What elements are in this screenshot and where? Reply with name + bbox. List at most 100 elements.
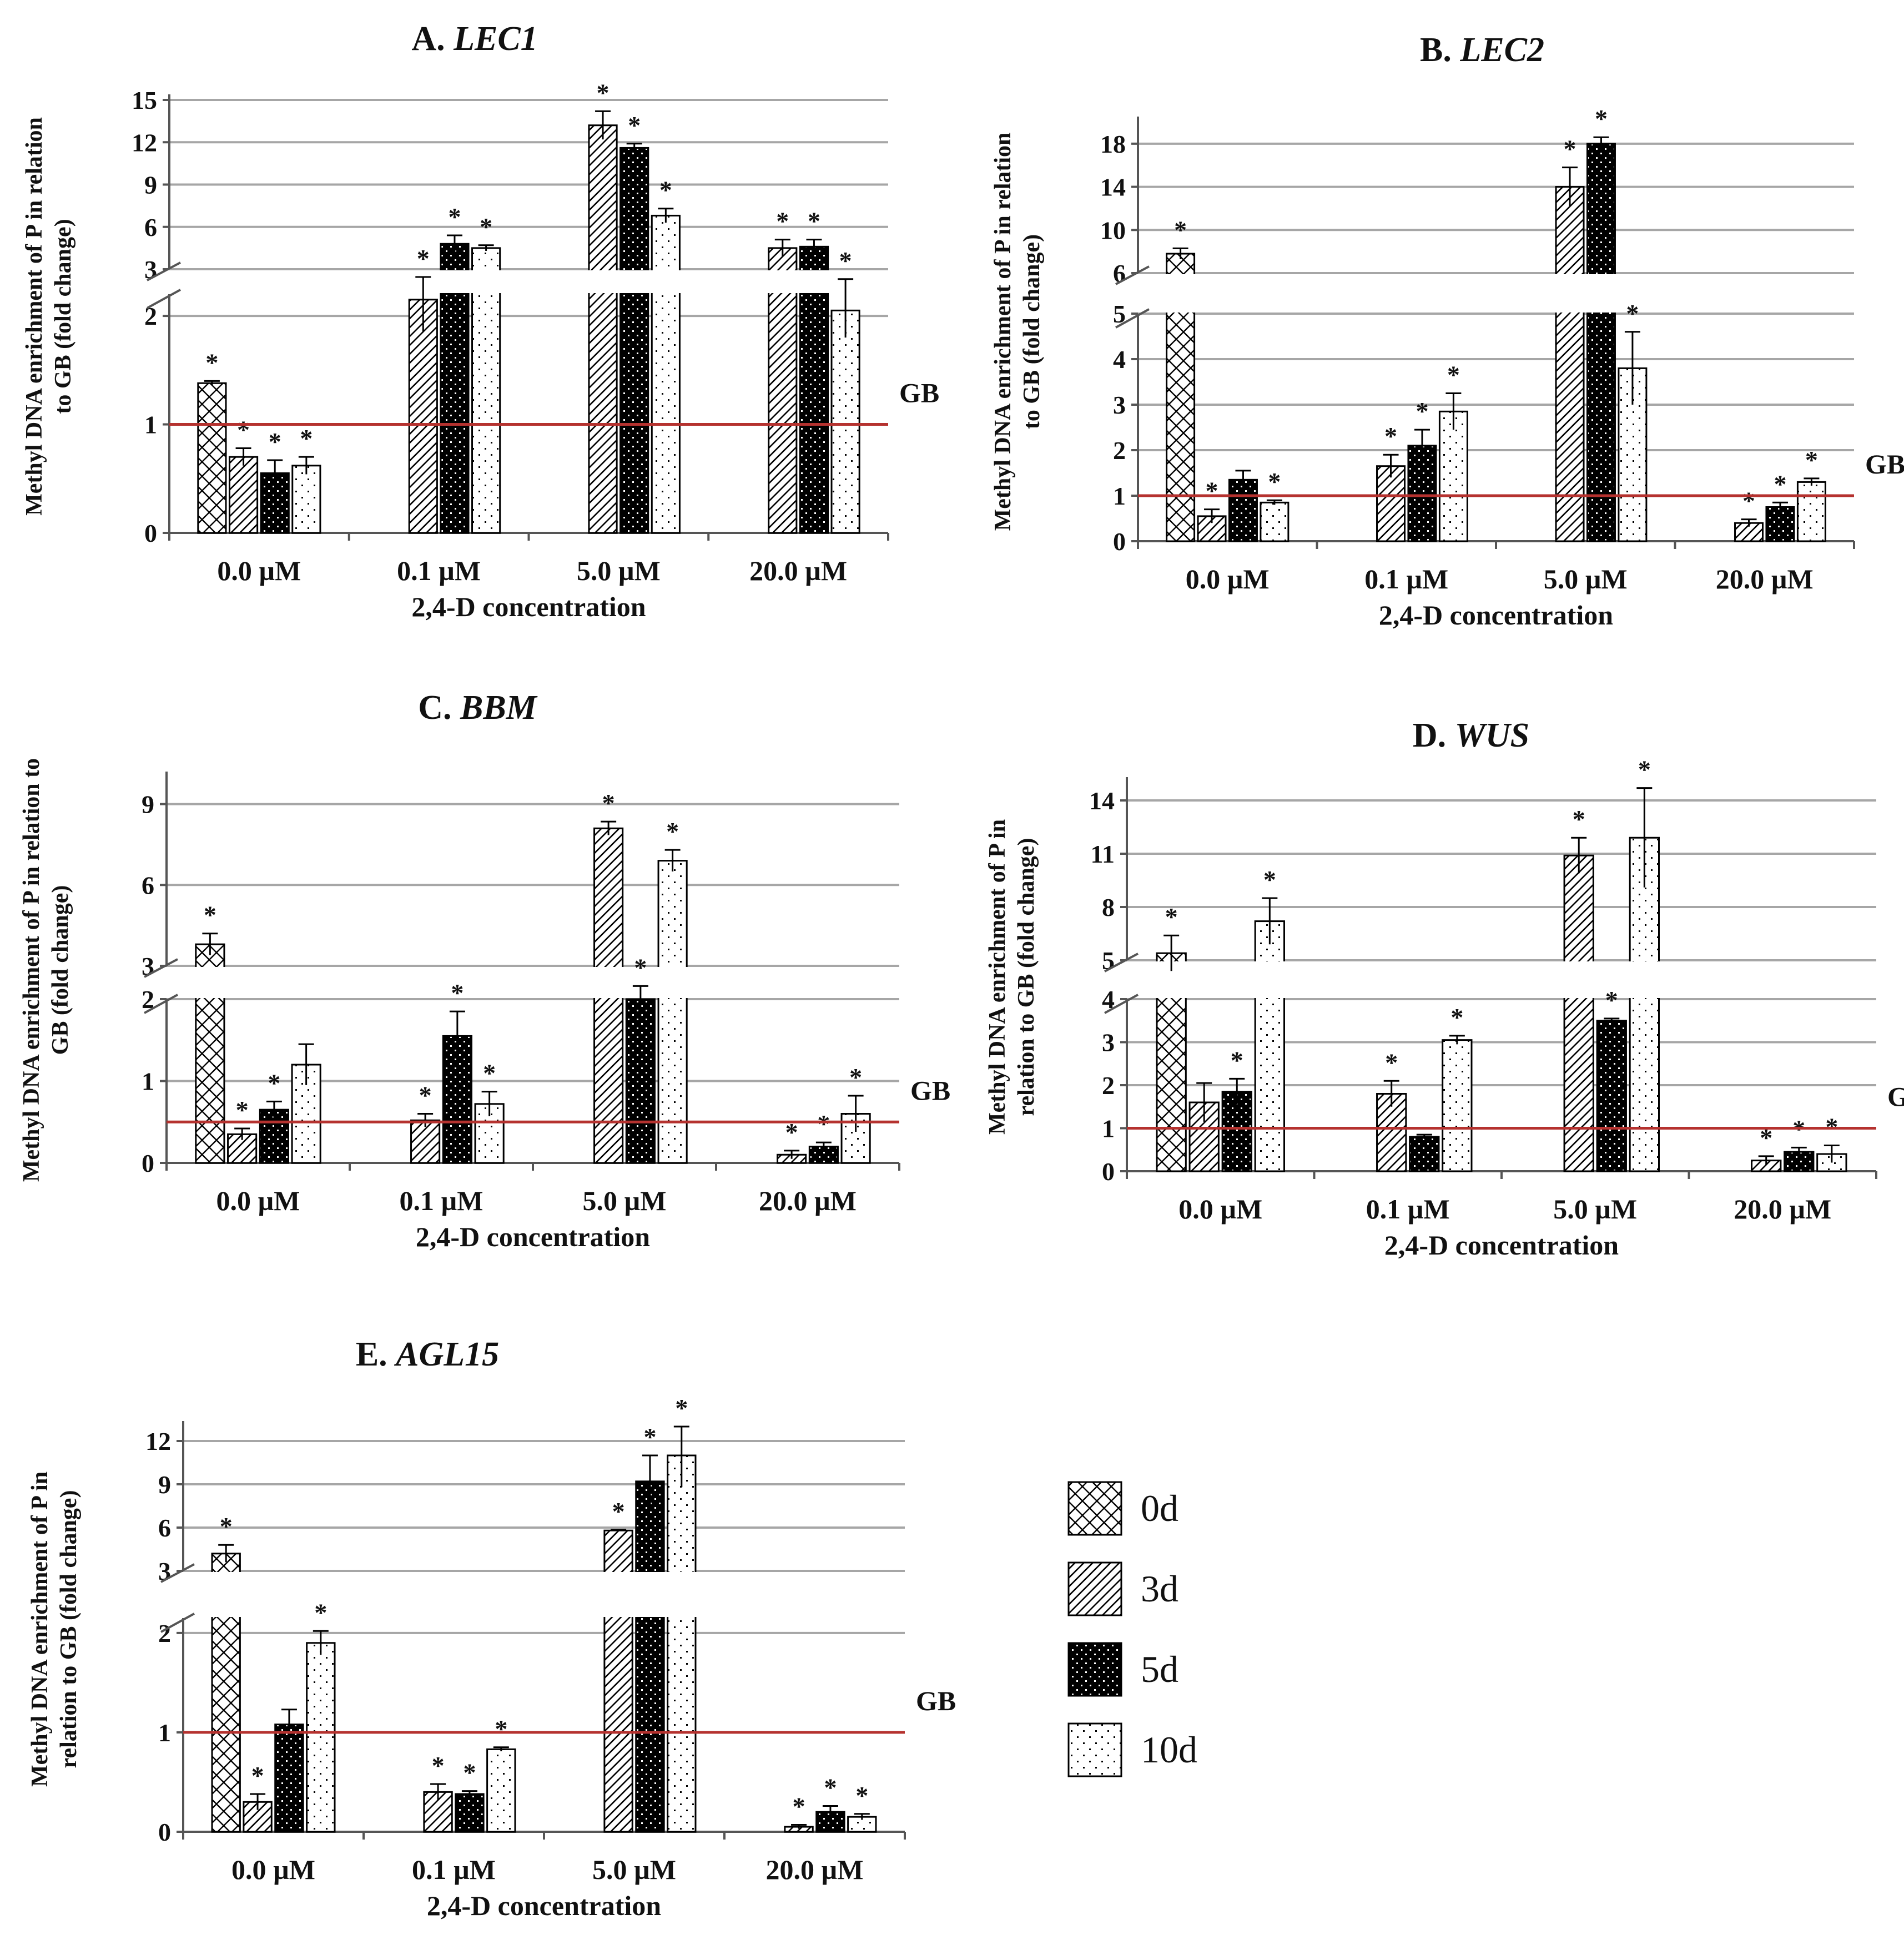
bar-d10	[486, 1748, 516, 1833]
y-tick-label: 8	[1102, 893, 1115, 921]
y-axis-title-line: Methyl DNA enrichment of P in	[27, 1472, 53, 1787]
significance-star: *	[628, 111, 641, 139]
significance-star: *	[675, 1394, 688, 1422]
bar-d10	[1796, 481, 1826, 542]
y-tick-label: 15	[132, 86, 157, 114]
y-tick-label: 1	[142, 1067, 154, 1096]
bar-d3	[243, 1801, 273, 1833]
legend-item-0d: 0d	[1067, 1481, 1178, 1536]
x-axis-title: 2,4-D concentration	[416, 1221, 650, 1252]
significance-star: *	[1595, 104, 1608, 133]
y-tick-label: 14	[1089, 787, 1115, 815]
bar-break-gap	[656, 967, 689, 998]
reference-label-gb: GB	[916, 1685, 956, 1716]
y-tick-label: 0	[142, 1149, 154, 1177]
bar-break-gap	[602, 1572, 635, 1617]
legend-swatch-0d	[1067, 1481, 1122, 1536]
bar-break-gap	[618, 270, 651, 293]
significance-star: *	[776, 207, 789, 235]
y-axis-title-line: to GB (fold change)	[51, 219, 76, 414]
bar-d10	[1629, 837, 1660, 1172]
reference-label-gb: GB	[899, 377, 939, 409]
significance-star: *	[1605, 986, 1618, 1014]
significance-star: *	[300, 424, 313, 452]
bar-break-gap	[633, 1572, 667, 1617]
significance-star: *	[495, 1715, 507, 1743]
significance-star: *	[659, 176, 672, 204]
y-tick-label: 4	[1102, 985, 1115, 1014]
x-category-label: 0.1 µM	[397, 555, 481, 586]
reference-label-gb: GB	[910, 1075, 950, 1106]
x-category-label: 0.1 µM	[412, 1854, 496, 1885]
bar-break-gap	[766, 270, 799, 293]
reference-label-gb: GB	[1887, 1081, 1904, 1112]
y-tick-label: 9	[144, 171, 157, 199]
chart-title: D. WUS	[1413, 717, 1529, 754]
y-tick-label: 11	[1091, 840, 1115, 868]
significance-star: *	[1206, 477, 1218, 505]
x-category-label: 20.0 µM	[759, 1185, 857, 1216]
significance-star: *	[1450, 1003, 1463, 1031]
chart-title-gene: LEC2	[1459, 31, 1544, 69]
legend-label-10d: 10d	[1141, 1729, 1197, 1771]
y-tick-label: 3	[1102, 1029, 1115, 1057]
reference-label-gb: GB	[1865, 449, 1904, 480]
significance-star: *	[314, 1598, 327, 1626]
significance-star: *	[237, 416, 250, 444]
y-tick-label: 3	[1113, 391, 1126, 419]
chart-title: E. AGL15	[356, 1336, 499, 1373]
x-category-label: 5.0 µM	[1553, 1193, 1637, 1225]
bar-d5	[1586, 143, 1616, 542]
bar-d5	[635, 1480, 665, 1833]
x-axis-title: 2,4-D concentration	[427, 1890, 661, 1921]
bar-break-gap	[665, 1572, 698, 1617]
bar-break-gap	[1585, 274, 1618, 313]
legend: 0d 3d 5d 10d	[1067, 1481, 1197, 1777]
significance-star: *	[1626, 299, 1639, 327]
bar-break-gap	[798, 270, 830, 293]
significance-star: *	[666, 817, 679, 845]
y-tick-label: 0	[1113, 527, 1126, 556]
y-axis-title-line: to GB (fold change)	[1019, 234, 1045, 429]
chart-title-gene: AGL15	[394, 1336, 499, 1373]
bar-d10	[306, 1642, 336, 1833]
significance-star: *	[817, 1110, 830, 1138]
significance-star: *	[1573, 805, 1585, 833]
axis-break-mark	[144, 994, 178, 1014]
bar-d5	[799, 245, 829, 534]
chart-title: B. LEC2	[1420, 31, 1544, 69]
y-tick-label: 1	[144, 411, 157, 439]
legend-swatch-3d	[1067, 1561, 1122, 1616]
x-category-label: 0.0 µM	[216, 1185, 300, 1216]
y-tick-label: 0	[1102, 1157, 1115, 1186]
bar-d5	[1228, 478, 1258, 542]
bar-break-gap	[1554, 274, 1586, 313]
axis-break-mark	[1115, 265, 1150, 285]
y-tick-label: 5	[1113, 300, 1126, 328]
significance-star: *	[1165, 903, 1178, 931]
bar-break-gap	[1562, 961, 1596, 998]
significance-star: *	[824, 1773, 837, 1801]
axis-break-mark	[147, 289, 181, 309]
bar-break-gap	[649, 270, 682, 293]
y-tick-label: 0	[158, 1818, 171, 1846]
bar-d3	[228, 456, 259, 534]
chart-title-gene: BBM	[460, 689, 538, 727]
legend-label-5d: 5d	[1141, 1648, 1178, 1690]
x-category-label: 5.0 µM	[577, 555, 661, 586]
significance-star: *	[1760, 1123, 1772, 1152]
significance-star: *	[1742, 487, 1755, 515]
y-axis-title: Methyl DNA enrichment of P in relation to…	[27, 1472, 82, 1787]
x-category-label: 0.1 µM	[1364, 563, 1448, 594]
significance-star: *	[419, 1081, 432, 1110]
bar-break-gap	[1628, 961, 1661, 998]
significance-star: *	[1385, 1048, 1398, 1076]
significance-star: *	[269, 427, 281, 456]
axis-break-mark	[1104, 994, 1139, 1014]
bar-d10	[1260, 501, 1290, 542]
legend-item-5d: 5d	[1067, 1642, 1178, 1697]
bar-break-gap	[1253, 961, 1287, 998]
